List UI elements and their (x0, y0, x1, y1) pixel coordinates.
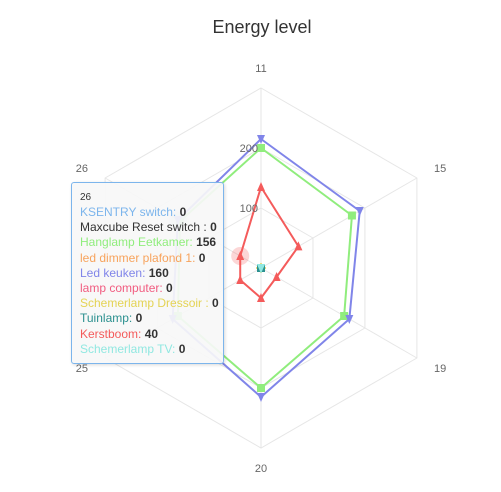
category-label: 11 (255, 63, 266, 75)
tooltip-row: lamp computer: 0 (80, 281, 215, 296)
tooltip-series-name: Led keuken (80, 265, 143, 280)
data-point[interactable] (257, 182, 265, 191)
tooltip-row: Kerstboom: 40 (80, 327, 215, 342)
grid-spoke (260, 177, 418, 269)
tooltip-row: led dimmer plafond 1: 0 (80, 251, 215, 266)
tooltip-value: 0 (210, 220, 217, 235)
category-label: 26 (76, 163, 88, 175)
tooltip-series-name: lamp computer (80, 281, 160, 296)
tooltip-series-name: led dimmer plafond 1 (80, 250, 193, 265)
tooltip-row: KSENTRY switch: 0 (80, 205, 215, 220)
tooltip-series-name: Schemerlamp TV (80, 341, 173, 356)
tooltip-value: 0 (212, 296, 219, 311)
tooltip-value: 156 (196, 235, 217, 250)
tooltip-separator: : (192, 250, 199, 265)
chart-tooltip: 26 KSENTRY switch: 0 Maxcube Reset switch… (71, 182, 224, 365)
tooltip-row: Tuinlamp: 0 (80, 311, 215, 326)
tooltip-value: 0 (135, 311, 143, 326)
tooltip-series-name: Kerstboom (80, 326, 139, 341)
tooltip-separator: : (142, 265, 149, 280)
tooltip-separator: : (203, 220, 211, 235)
radial-tick-label: 100 (240, 203, 258, 215)
tooltip-separator: : (205, 296, 213, 311)
tooltip-value: 40 (144, 326, 159, 341)
data-point[interactable] (272, 272, 281, 281)
tooltip-series-name: KSENTRY switch (80, 205, 173, 219)
tooltip-value: 0 (178, 341, 186, 356)
tooltip-separator: : (189, 235, 197, 250)
tooltip-separator: : (172, 205, 180, 219)
tooltip-rows: KSENTRY switch: 0 Maxcube Reset switch : … (80, 205, 219, 357)
category-label: 19 (434, 363, 446, 375)
tooltip-row: Schemerlamp Dressoir : 0 (80, 296, 219, 311)
data-point[interactable] (257, 384, 265, 392)
tooltip-series-name: Schemerlamp Dressoir (80, 296, 206, 311)
data-point[interactable] (257, 135, 265, 144)
tooltip-row: Led keuken: 160 (80, 266, 215, 281)
tooltip-series-name: Maxcube Reset switch (80, 220, 204, 235)
series-8 (231, 182, 303, 302)
data-point[interactable] (257, 144, 265, 152)
chart-title: Energy level (212, 17, 311, 37)
grid-spoke (260, 267, 418, 359)
tooltip-value: 0 (198, 250, 206, 265)
series-9 (257, 264, 265, 273)
tooltip-row: Schemerlamp TV: 0 (80, 342, 215, 357)
tooltip-value: 160 (148, 265, 169, 280)
tooltip-row: Maxcube Reset switch : 0 (80, 220, 217, 235)
tooltip-row: Hanglamp Eetkamer: 156 (80, 235, 217, 250)
data-point[interactable] (236, 275, 245, 284)
data-point[interactable] (355, 207, 364, 216)
tooltip-header: 26 (80, 192, 92, 203)
data-point[interactable] (294, 241, 303, 251)
data-point[interactable] (347, 211, 356, 220)
tooltip-separator: : (159, 281, 167, 296)
data-point[interactable] (257, 293, 265, 302)
tooltip-series-name: Hanglamp Eetkamer (80, 235, 190, 250)
tooltip-value: 0 (166, 281, 173, 296)
tooltip-value: 0 (179, 205, 187, 219)
category-label: 20 (255, 463, 267, 475)
radial-tick-labels: 100 200 (240, 143, 258, 215)
tooltip-separator: : (138, 326, 145, 341)
radial-tick-label: 200 (240, 143, 258, 155)
category-label: 25 (76, 363, 88, 375)
category-labels: 11 15 19 20 25 26 (76, 63, 447, 475)
data-point[interactable] (236, 251, 245, 260)
tooltip-separator: : (128, 311, 136, 326)
data-point[interactable] (345, 315, 354, 324)
category-label: 15 (434, 163, 446, 175)
tooltip-series-name: Tuinlamp (80, 311, 129, 326)
tooltip-separator: : (172, 341, 179, 356)
data-point[interactable] (340, 312, 349, 320)
data-point[interactable] (257, 393, 265, 402)
data-point[interactable] (257, 264, 265, 273)
